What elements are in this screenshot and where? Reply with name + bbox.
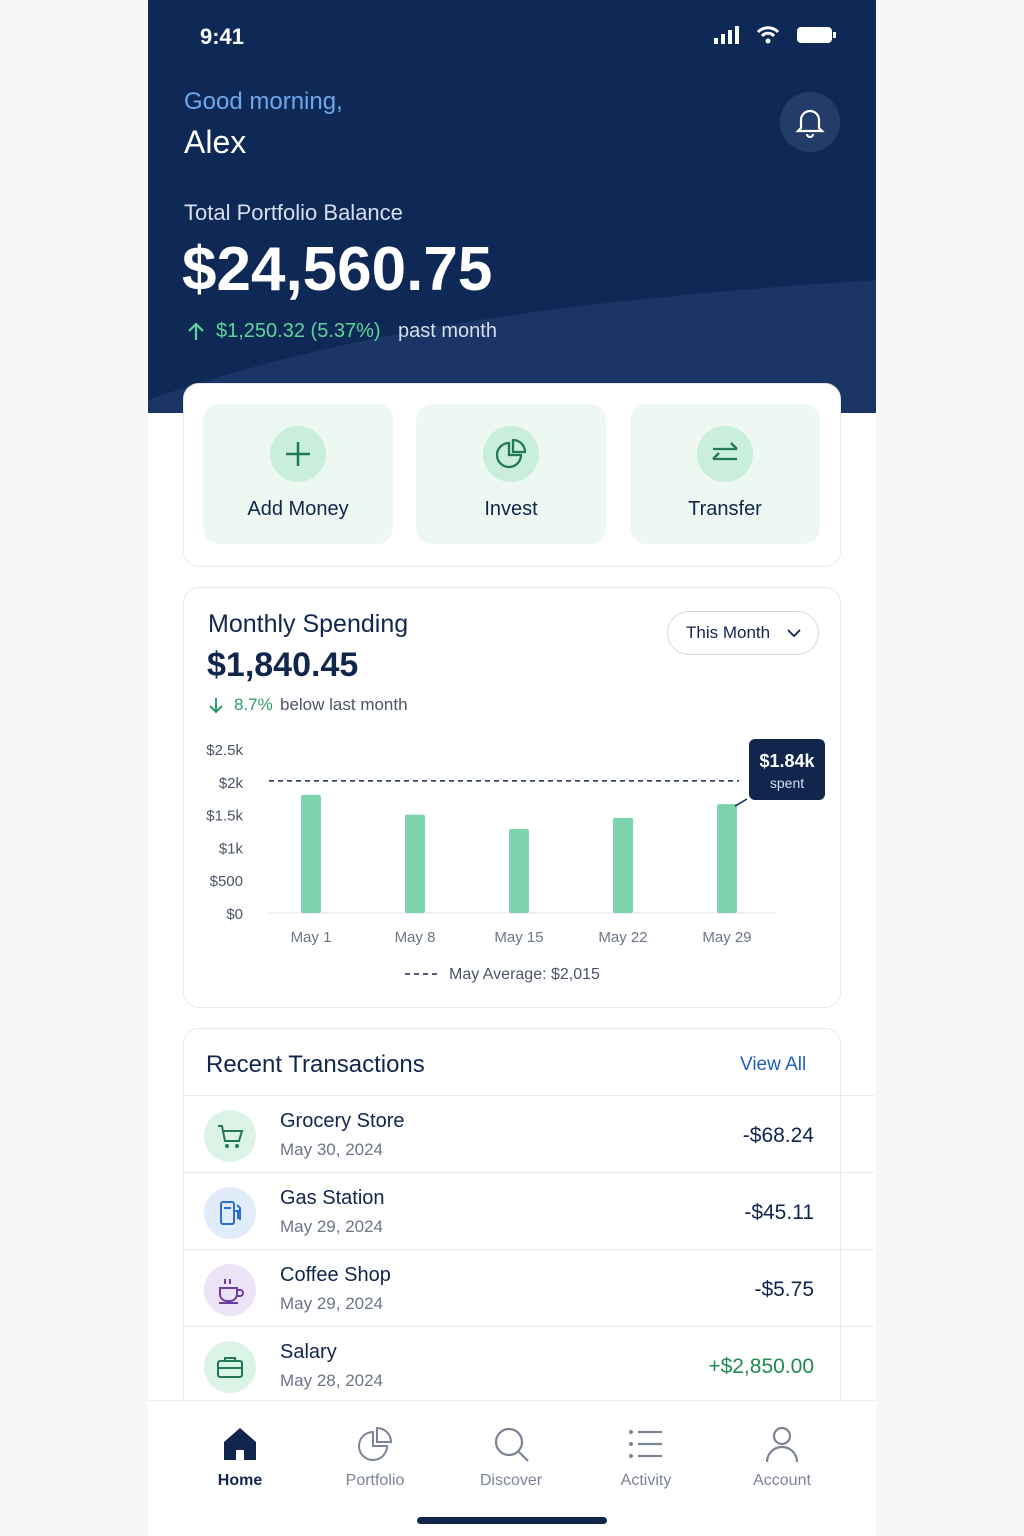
status-icons xyxy=(714,26,836,44)
callout-value: $1.84k xyxy=(759,751,815,771)
transaction-amount: +$2,850.00 xyxy=(708,1355,814,1378)
nav-label: Home xyxy=(217,1472,263,1489)
period-selector[interactable]: This Month xyxy=(667,611,819,655)
transaction-amount: -$5.75 xyxy=(754,1278,814,1301)
transfer-button[interactable]: Transfer xyxy=(630,404,820,544)
balance-label: Total Portfolio Balance xyxy=(184,200,403,225)
spending-change: 8.7% xyxy=(234,695,273,714)
status-time: 9:41 xyxy=(200,24,245,49)
nav-home[interactable]: Home xyxy=(180,1420,300,1489)
down-arrow xyxy=(209,698,223,714)
x-tick-label: May 22 xyxy=(598,929,647,946)
transfer-icon xyxy=(697,426,753,482)
x-tick-label: May 1 xyxy=(291,929,332,946)
spending-title: Monthly Spending xyxy=(208,610,409,638)
transaction-date: May 30, 2024 xyxy=(280,1140,384,1159)
x-tick-label: May 15 xyxy=(494,929,543,946)
nav-label: Portfolio xyxy=(345,1472,405,1489)
header-background xyxy=(148,0,876,413)
y-tick-label: $1k xyxy=(219,840,244,857)
up-arrow xyxy=(188,322,204,340)
nav-portfolio[interactable]: Portfolio xyxy=(315,1420,435,1489)
action-label: Invest xyxy=(484,498,538,520)
fuel-icon xyxy=(204,1187,256,1239)
nav-label: Activity xyxy=(620,1472,672,1489)
notification-button[interactable] xyxy=(780,92,840,152)
transaction-name: Coffee Shop xyxy=(280,1264,391,1286)
greeting: Good morning, xyxy=(184,88,343,115)
coffee-icon xyxy=(204,1264,256,1316)
bar xyxy=(509,829,529,913)
nav-discover[interactable]: Discover xyxy=(451,1420,571,1489)
spending-change-text: below last month xyxy=(280,695,408,714)
bar xyxy=(717,804,737,913)
period-label: This Month xyxy=(686,623,771,642)
transaction-name: Grocery Store xyxy=(280,1110,405,1132)
bar xyxy=(613,817,633,913)
spending-chart: $0 $500 $1k $1.5k $2k $2.5k May 1 May 8 May 15 Ma… xyxy=(206,739,825,983)
transaction-name: Salary xyxy=(280,1341,337,1363)
bottom-nav xyxy=(148,1400,876,1536)
nav-label: Account xyxy=(753,1472,811,1489)
change-period: past month xyxy=(398,320,497,342)
briefcase-icon xyxy=(204,1341,256,1393)
transaction-row[interactable]: Gas Station May 29, 2024 -$45.11 xyxy=(184,1172,874,1249)
transaction-row[interactable]: Coffee Shop May 29, 2024 -$5.75 xyxy=(184,1249,874,1326)
user-name: Alex xyxy=(184,124,247,160)
transaction-date: May 29, 2024 xyxy=(280,1294,384,1313)
cart-icon xyxy=(204,1110,256,1162)
transaction-date: May 28, 2024 xyxy=(280,1371,384,1390)
transaction-row[interactable]: Salary May 28, 2024 +$2,850.00 xyxy=(184,1326,874,1403)
y-tick-label: $1.5k xyxy=(206,808,243,825)
transaction-date: May 29, 2024 xyxy=(280,1217,384,1236)
bar xyxy=(405,814,425,913)
home-icon xyxy=(224,1428,256,1460)
plus-icon xyxy=(270,426,326,482)
phone-screen: 9:41 Good morning, Alex Total Portfolio … xyxy=(148,0,876,1536)
transactions-title: Recent Transactions xyxy=(206,1051,425,1078)
bar xyxy=(301,794,321,913)
home-indicator xyxy=(417,1517,607,1524)
user-icon xyxy=(765,1426,799,1463)
invest-button[interactable]: Invest xyxy=(416,404,606,544)
callout-connector xyxy=(734,798,748,807)
pie-icon xyxy=(358,1426,393,1461)
nav-activity[interactable]: Activity xyxy=(586,1420,706,1489)
chevron-down xyxy=(787,629,801,638)
action-label: Add Money xyxy=(247,498,349,520)
balance: $24,560.75 xyxy=(182,235,493,304)
list-icon xyxy=(629,1430,662,1458)
legend-label: May Average: $2,015 xyxy=(449,966,600,983)
pie-icon xyxy=(483,426,539,482)
balance-change: $1,250.32 (5.37%) xyxy=(216,320,381,342)
y-tick-label: $2.5k xyxy=(206,742,243,759)
x-tick-label: May 8 xyxy=(395,929,436,946)
add-money-button[interactable]: Add Money xyxy=(203,404,393,544)
transaction-amount: -$68.24 xyxy=(742,1124,814,1147)
nav-label: Discover xyxy=(479,1472,543,1489)
action-label: Transfer xyxy=(688,498,762,520)
transaction-amount: -$45.11 xyxy=(744,1201,814,1224)
search-icon xyxy=(494,1427,529,1462)
view-all-link[interactable]: View All xyxy=(740,1054,807,1075)
y-tick-label: $2k xyxy=(219,775,244,792)
y-tick-label: $0 xyxy=(226,906,243,923)
callout-box xyxy=(749,739,825,800)
spending-amount: $1,840.45 xyxy=(207,646,359,684)
callout-text: spent xyxy=(770,775,804,791)
transaction-row[interactable]: Grocery Store May 30, 2024 -$68.24 xyxy=(184,1095,874,1172)
transaction-name: Gas Station xyxy=(280,1187,385,1209)
y-tick-label: $500 xyxy=(210,873,243,890)
nav-account[interactable]: Account xyxy=(722,1420,842,1489)
x-tick-label: May 29 xyxy=(702,929,751,946)
spending-card xyxy=(183,587,841,1008)
